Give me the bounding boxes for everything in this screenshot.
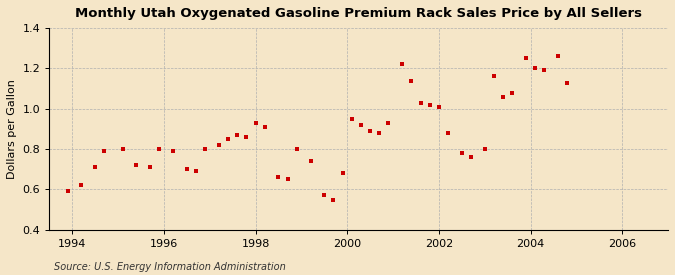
Point <box>406 78 416 83</box>
Point <box>200 147 211 151</box>
Point <box>374 131 385 135</box>
Point <box>167 149 178 153</box>
Point <box>90 165 101 169</box>
Point <box>520 56 531 60</box>
Point <box>489 74 500 79</box>
Point <box>182 167 192 171</box>
Point <box>562 80 572 85</box>
Point <box>425 103 435 107</box>
Point <box>144 165 155 169</box>
Point <box>62 189 73 194</box>
Point <box>223 137 234 141</box>
Point <box>190 169 201 174</box>
Point <box>397 62 408 67</box>
Point <box>232 133 242 137</box>
Point <box>507 90 518 95</box>
Point <box>319 193 329 198</box>
Point <box>305 159 316 163</box>
Point <box>292 147 302 151</box>
Point <box>553 54 564 59</box>
Text: Source: U.S. Energy Information Administration: Source: U.S. Energy Information Administ… <box>54 262 286 272</box>
Point <box>154 147 165 151</box>
Point <box>76 183 87 188</box>
Point <box>213 143 224 147</box>
Point <box>273 175 284 180</box>
Point <box>259 125 270 129</box>
Point <box>117 147 128 151</box>
Point <box>241 135 252 139</box>
Point <box>456 151 467 155</box>
Point <box>443 131 454 135</box>
Point <box>99 149 109 153</box>
Point <box>433 104 444 109</box>
Y-axis label: Dollars per Gallon: Dollars per Gallon <box>7 79 17 179</box>
Point <box>338 171 348 175</box>
Title: Monthly Utah Oxygenated Gasoline Premium Rack Sales Price by All Sellers: Monthly Utah Oxygenated Gasoline Premium… <box>75 7 642 20</box>
Point <box>479 147 490 151</box>
Point <box>530 66 541 71</box>
Point <box>497 94 508 99</box>
Point <box>346 117 357 121</box>
Point <box>131 163 142 167</box>
Point <box>250 121 261 125</box>
Point <box>383 121 394 125</box>
Point <box>364 129 375 133</box>
Point <box>328 197 339 202</box>
Point <box>466 155 477 159</box>
Point <box>282 177 293 182</box>
Point <box>415 100 426 105</box>
Point <box>539 68 549 73</box>
Point <box>356 123 367 127</box>
